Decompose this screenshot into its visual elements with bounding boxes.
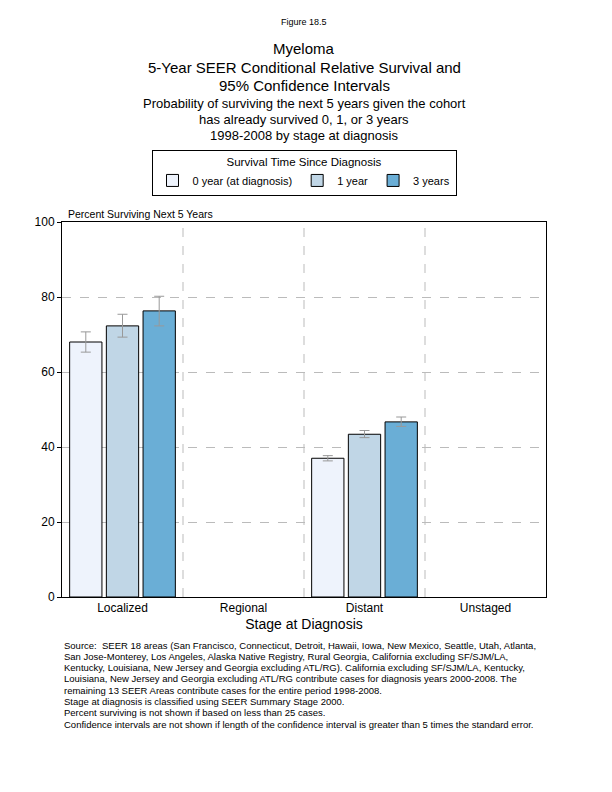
svg-text:1 year: 1 year	[337, 175, 368, 187]
svg-text:Kentucky, Louisiana, New Jerse: Kentucky, Louisiana, New Jersey and Geor…	[64, 662, 525, 673]
svg-text:Stage at Diagnosis: Stage at Diagnosis	[245, 616, 363, 632]
svg-text:Regional: Regional	[220, 601, 267, 615]
svg-text:Myeloma: Myeloma	[273, 40, 335, 57]
svg-text:Localized: Localized	[97, 601, 148, 615]
svg-text:0 year (at diagnosis): 0 year (at diagnosis)	[193, 175, 293, 187]
svg-text:remaining 13 SEER Areas contri: remaining 13 SEER Areas contribute cases…	[64, 685, 382, 696]
svg-text:60: 60	[41, 365, 55, 379]
svg-text:has already survived 0, 1, or: has already survived 0, 1, or 3 years	[199, 112, 409, 127]
svg-text:5-Year SEER Conditional Relati: 5-Year SEER Conditional Relative Surviva…	[148, 59, 461, 76]
svg-text:Percent surviving is not shown: Percent surviving is not shown if based …	[64, 707, 325, 718]
svg-text:Percent Surviving Next 5 Years: Percent Surviving Next 5 Years	[68, 208, 213, 220]
svg-text:80: 80	[41, 290, 55, 304]
svg-text:Survival Time Since Diagnosis: Survival Time Since Diagnosis	[227, 156, 382, 168]
svg-text:1998-2008 by stage at diagnosi: 1998-2008 by stage at diagnosis	[210, 128, 398, 143]
svg-text:Distant: Distant	[346, 601, 384, 615]
svg-text:40: 40	[41, 440, 55, 454]
svg-text:100: 100	[35, 215, 55, 229]
svg-text:Stage at diagnosis is classifi: Stage at diagnosis is classified using S…	[64, 696, 344, 707]
svg-text:Probability of surviving the n: Probability of surviving the next 5 year…	[143, 96, 466, 111]
svg-text:95% Confidence Intervals: 95% Confidence Intervals	[219, 77, 390, 94]
svg-text:Unstaged: Unstaged	[460, 601, 511, 615]
svg-text:Confidence intervals are not s: Confidence intervals are not shown if le…	[64, 719, 533, 730]
svg-text:Figure 18.5: Figure 18.5	[281, 17, 327, 27]
svg-text:3 years: 3 years	[413, 175, 450, 187]
svg-text:Louisiana, New Jersey and Geor: Louisiana, New Jersey and Georgia exclud…	[64, 673, 517, 684]
svg-text:0: 0	[48, 590, 55, 604]
svg-text:San Jose-Monterey, Los Angeles: San Jose-Monterey, Los Angeles, Alaska N…	[64, 651, 508, 662]
svg-text:20: 20	[41, 515, 55, 529]
svg-text:Source: SEER 18 areas (San Fr: Source: SEER 18 areas (San Francisco, Co…	[64, 640, 536, 651]
